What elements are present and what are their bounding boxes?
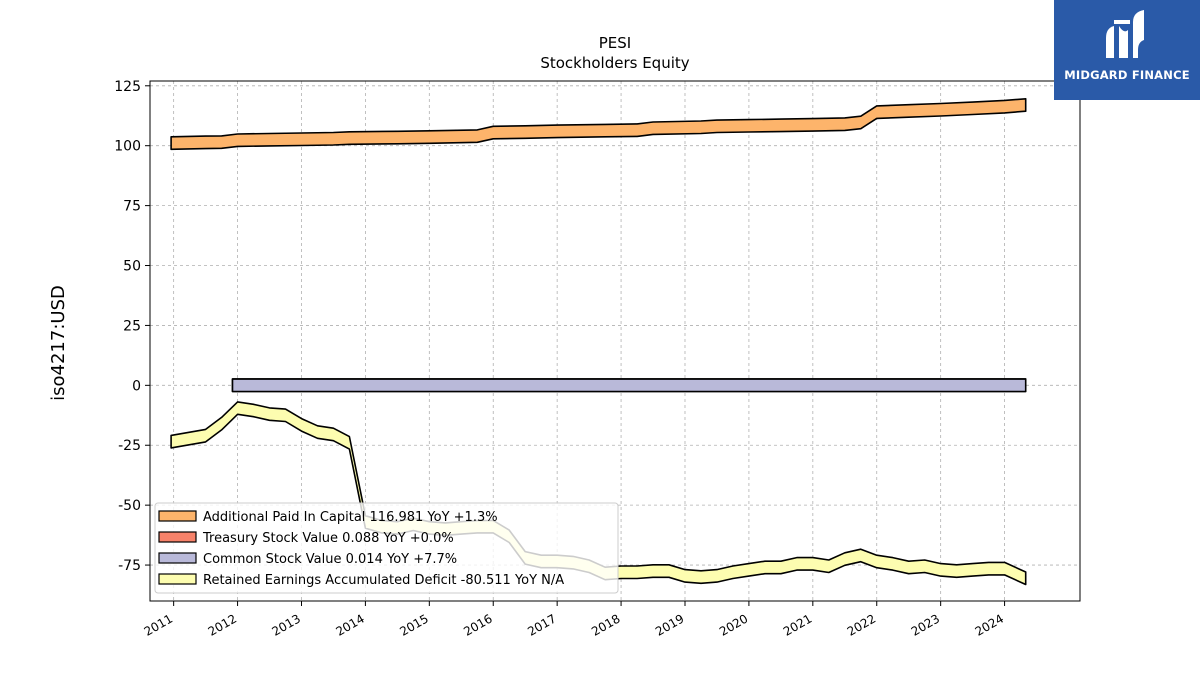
legend-entry-label: Additional Paid In Capital 116.981 YoY +… bbox=[203, 510, 498, 525]
legend-swatch bbox=[158, 510, 197, 522]
series-band-2 bbox=[231, 378, 1027, 393]
x-axis-ticks: 2011 2012 2013 2014 2015 2016 2017 2018 2019 2020… bbox=[142, 601, 1006, 639]
y-tick-label: 25 bbox=[123, 318, 141, 334]
x-tick-label: 2022 bbox=[845, 611, 878, 638]
y-tick-label: -50 bbox=[118, 498, 141, 514]
x-tick-label: 2015 bbox=[397, 611, 430, 638]
chart-subtitle: Stockholders Equity bbox=[540, 54, 689, 72]
legend-entry-label: Treasury Stock Value 0.088 YoY +0.0% bbox=[202, 531, 454, 546]
y-axis-ticks: 125 100 75 50 25 0 -25 -50 -75 bbox=[114, 79, 150, 574]
x-tick-label: 2014 bbox=[333, 611, 366, 638]
x-tick-label: 2021 bbox=[781, 611, 814, 638]
y-tick-label: 100 bbox=[114, 139, 141, 155]
x-tick-label: 2012 bbox=[206, 611, 239, 638]
x-tick-label: 2016 bbox=[461, 611, 494, 638]
logo-mark-icon bbox=[1106, 10, 1144, 58]
y-tick-label: 50 bbox=[123, 259, 141, 275]
midgard-finance-logo: MIDGARD FINANCE bbox=[1054, 0, 1200, 100]
x-tick-label: 2023 bbox=[909, 611, 942, 638]
y-tick-label: -75 bbox=[118, 558, 141, 574]
x-tick-label: 2017 bbox=[525, 611, 558, 638]
chart-title: PESI bbox=[599, 34, 631, 52]
legend-swatch bbox=[158, 573, 197, 585]
y-tick-label: 125 bbox=[114, 79, 141, 95]
series-layer bbox=[170, 98, 1027, 586]
x-tick-label: 2024 bbox=[973, 611, 1006, 638]
x-tick-label: 2018 bbox=[589, 611, 622, 638]
y-tick-label: -25 bbox=[118, 438, 141, 454]
x-tick-label: 2011 bbox=[142, 611, 175, 638]
x-tick-label: 2019 bbox=[653, 611, 686, 638]
y-tick-label: 0 bbox=[132, 378, 141, 394]
legend-entry-label: Common Stock Value 0.014 YoY +7.7% bbox=[203, 552, 457, 567]
series-band-0 bbox=[170, 98, 1027, 151]
legend-swatch bbox=[158, 531, 197, 543]
plot-frame bbox=[149, 80, 1081, 602]
legend-swatch bbox=[158, 552, 197, 564]
x-tick-label: 2020 bbox=[717, 611, 750, 638]
y-tick-label: 75 bbox=[123, 199, 141, 215]
legend-entry-label: Retained Earnings Accumulated Deficit -8… bbox=[203, 573, 564, 588]
legend: Additional Paid In Capital 116.981 YoY +… bbox=[154, 502, 619, 594]
y-axis-label: iso4217:USD bbox=[48, 285, 69, 401]
x-tick-label: 2013 bbox=[270, 611, 303, 638]
legend-frame bbox=[154, 502, 619, 594]
logo-wordmark: MIDGARD FINANCE bbox=[1064, 68, 1190, 82]
